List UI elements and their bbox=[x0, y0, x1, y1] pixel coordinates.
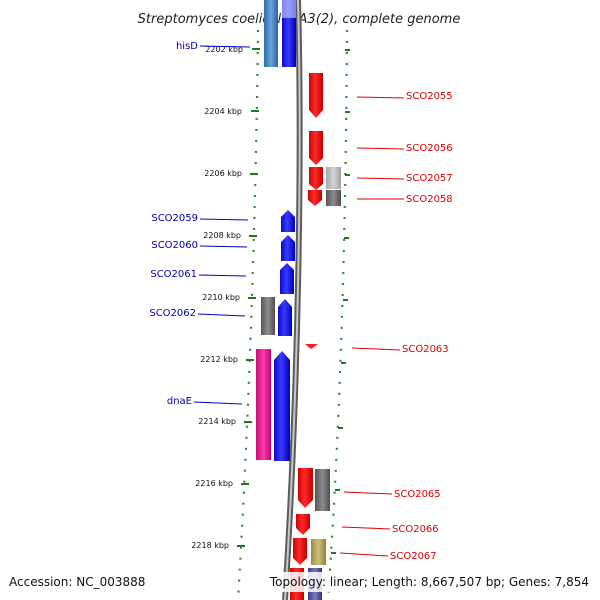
label-leader bbox=[199, 245, 248, 248]
scale-tick-label: 2208 kbp bbox=[203, 231, 241, 240]
sco2061-gene[interactable] bbox=[280, 263, 294, 294]
scale-tick-label: 2218 kbp bbox=[191, 541, 229, 550]
gene-label-sco2062[interactable]: SCO2062 bbox=[149, 308, 196, 319]
label-leader bbox=[351, 347, 401, 351]
label-leader bbox=[341, 526, 391, 530]
sco2060-gene[interactable] bbox=[281, 235, 295, 261]
hisd-feature[interactable] bbox=[264, 0, 278, 67]
sco2056-gene[interactable] bbox=[309, 131, 323, 165]
scale-tick-label: 2206 kbp bbox=[204, 169, 242, 178]
right-labels: SCO2055 SCO2056 SCO2057 SCO2058 SCO2063 … bbox=[339, 91, 453, 562]
sco2062-gene[interactable] bbox=[278, 299, 292, 336]
label-leader bbox=[197, 313, 246, 317]
sco2065-gene[interactable] bbox=[298, 468, 313, 508]
forward-track bbox=[256, 0, 296, 461]
gene-label-sco2058[interactable]: SCO2058 bbox=[406, 194, 453, 205]
gene-label-sco2066[interactable]: SCO2066 bbox=[392, 524, 439, 535]
scale-tick-label: 2210 kbp bbox=[202, 293, 240, 302]
scale-ticks: 2202 kbp 2204 kbp 2206 kbp 2208 kbp 2210… bbox=[191, 45, 260, 550]
scale-tick-label: 2204 kbp bbox=[204, 107, 242, 116]
forward-gene-light bbox=[282, 0, 296, 18]
scale-tick-label: 2212 kbp bbox=[200, 355, 238, 364]
gene-label-sco2063[interactable]: SCO2063 bbox=[402, 344, 449, 355]
label-leader bbox=[356, 177, 405, 180]
gene-label-hisd[interactable]: hisD bbox=[176, 41, 198, 52]
label-leader bbox=[339, 552, 389, 557]
dnae-feature[interactable] bbox=[256, 349, 271, 460]
sco2057-feature[interactable] bbox=[326, 167, 341, 189]
scale-tick-label: 2214 kbp bbox=[198, 417, 236, 426]
sco2062-feature[interactable] bbox=[261, 297, 275, 335]
scale-tick-label: 2202 kbp bbox=[205, 45, 243, 54]
sco2067-feature[interactable] bbox=[311, 539, 326, 565]
sco2059-gene[interactable] bbox=[281, 210, 295, 232]
gene-label-dnae[interactable]: dnaE bbox=[167, 396, 192, 407]
sco2066-gene[interactable] bbox=[296, 514, 310, 535]
gene-label-sco2059[interactable]: SCO2059 bbox=[151, 213, 198, 224]
accession-text: Accession: NC_003888 bbox=[9, 575, 145, 589]
gene-label-sco2067[interactable]: SCO2067 bbox=[390, 551, 437, 562]
gene-label-sco2061[interactable]: SCO2061 bbox=[150, 269, 197, 280]
gene-label-sco2056[interactable]: SCO2056 bbox=[406, 143, 453, 154]
footer-background bbox=[266, 572, 600, 592]
label-leader bbox=[199, 218, 249, 221]
sco2055-gene[interactable] bbox=[309, 73, 323, 118]
sco2067-gene[interactable] bbox=[293, 538, 307, 565]
sco2065-feature[interactable] bbox=[315, 469, 330, 511]
label-leader bbox=[193, 401, 243, 405]
left-labels: hisD SCO2059 SCO2060 SCO2061 SCO2062 dna… bbox=[149, 41, 251, 407]
outer-dotted-ring bbox=[326, 29, 349, 600]
label-leader bbox=[356, 96, 405, 99]
gene-label-sco2057[interactable]: SCO2057 bbox=[406, 173, 453, 184]
scale-tick-label: 2216 kbp bbox=[195, 479, 233, 488]
sco2058-gene[interactable] bbox=[308, 190, 322, 206]
genome-backbone-highlight bbox=[284, 0, 301, 600]
label-leader bbox=[198, 274, 247, 277]
label-leader bbox=[343, 491, 393, 495]
label-leader bbox=[199, 45, 251, 48]
genome-summary-text: Topology: linear; Length: 8,667,507 bp; … bbox=[269, 575, 589, 589]
gene-label-sco2060[interactable]: SCO2060 bbox=[151, 240, 198, 251]
label-leader bbox=[356, 147, 405, 150]
sco2063-gene[interactable] bbox=[305, 344, 318, 349]
outer-ring-ticks bbox=[331, 49, 350, 554]
sco2058-feature[interactable] bbox=[326, 190, 341, 206]
gene-label-sco2065[interactable]: SCO2065 bbox=[394, 489, 441, 500]
dnae-gene[interactable] bbox=[274, 351, 290, 461]
sco2057-gene[interactable] bbox=[309, 167, 323, 190]
gene-label-sco2055[interactable]: SCO2055 bbox=[406, 91, 453, 102]
